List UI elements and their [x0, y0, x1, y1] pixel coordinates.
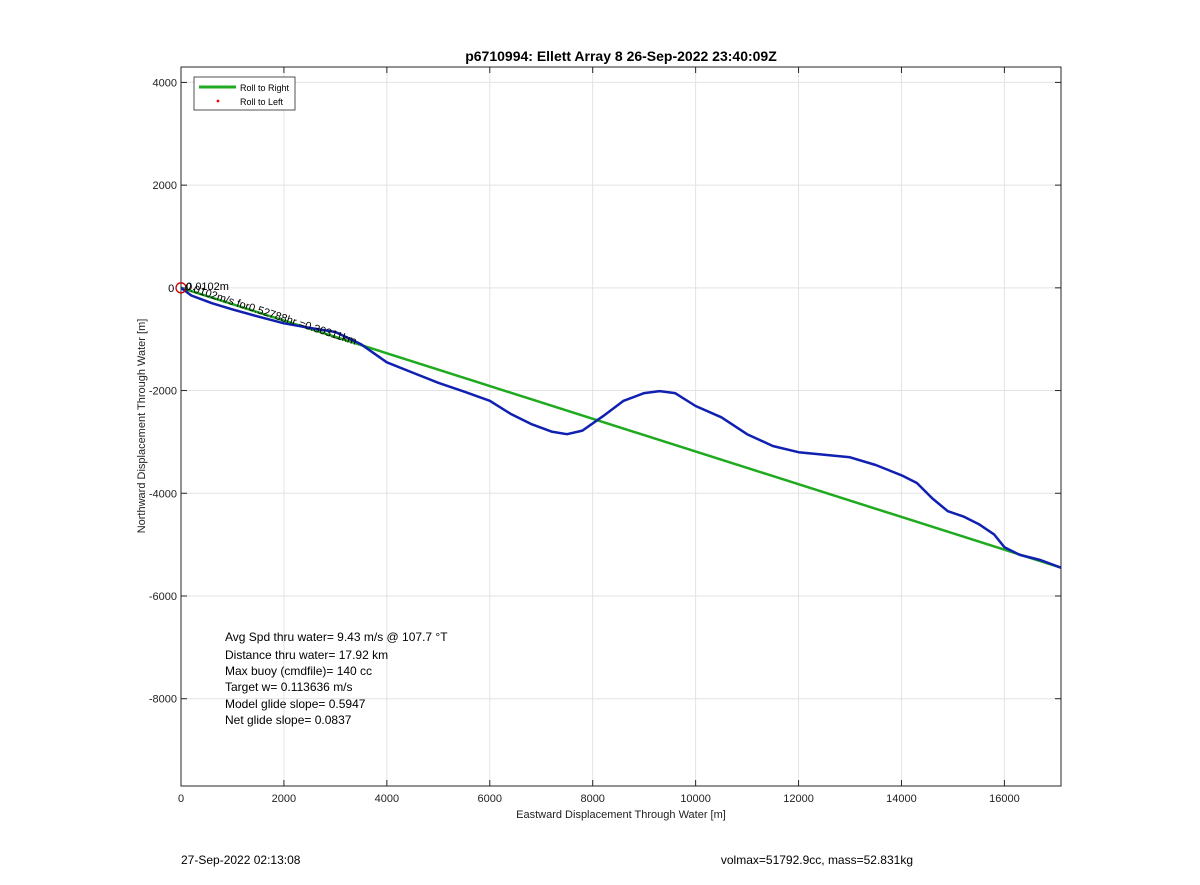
annotation-layer: 0.0102m/s for0.52788hr =0.30311km0.0102m…: [168, 281, 358, 348]
stat-net-glide: Net glide slope= 0.0837: [225, 713, 352, 727]
y-tick-label: -2000: [149, 386, 177, 398]
footer-volmax-mass: volmax=51792.9cc, mass=52.831kg: [721, 853, 913, 867]
y-tick-label: -8000: [149, 694, 177, 706]
footer-timestamp: 27-Sep-2022 02:13:08: [181, 853, 301, 867]
grid: [180, 67, 1061, 786]
legend-box: [193, 76, 296, 111]
stat-model-glide: Model glide slope= 0.5947: [225, 697, 366, 711]
x-tick-label: 8000: [580, 793, 604, 805]
y-tick-label: -6000: [149, 591, 177, 603]
series-line-track: [181, 286, 1061, 569]
start-marker: [175, 282, 187, 294]
x-tick-label: 12000: [783, 793, 814, 805]
series-line-roll-to-right: [181, 286, 1061, 569]
x-tick-label: 10000: [680, 793, 711, 805]
series-layer: [181, 286, 1061, 569]
annotation-label: 0.0102m: [186, 281, 229, 293]
x-axis-label: Eastward Displacement Through Water [m]: [516, 809, 726, 821]
stat-max-buoy: Max buoy (cmdfile)= 140 cc: [225, 664, 372, 678]
y-tick-labels: 4000 2000 -2000 -4000 -6000 -8000: [149, 77, 177, 705]
legend-label-roll-right: Roll to Right: [240, 83, 290, 93]
annotation-label: 0: [168, 283, 174, 295]
legend-swatch-roll-left: [216, 99, 220, 103]
legend-label-roll-left: Roll to Left: [240, 97, 284, 107]
axes-box: [180, 66, 1062, 787]
stat-distance: Distance thru water= 17.92 km: [225, 648, 388, 662]
x-tick-label: 0: [178, 793, 184, 805]
stat-target-w: Target w= 0.113636 m/s: [225, 680, 353, 694]
chart-title: p6710994: Ellett Array 8 26-Sep-2022 23:…: [465, 48, 777, 64]
stat-avg-speed: Avg Spd thru water= 9.43 m/s @ 107.7 °T: [225, 630, 448, 644]
legend: Roll to Right Roll to Left: [193, 76, 296, 111]
y-tick-label: -4000: [149, 488, 177, 500]
x-tick-label: 4000: [375, 793, 399, 805]
y-tick-label: 2000: [153, 180, 177, 192]
stats-block: Avg Spd thru water= 9.43 m/s @ 107.7 °T …: [225, 630, 448, 727]
x-tick-label: 2000: [272, 793, 296, 805]
y-axis-label: Northward Displacement Through Water [m]: [136, 319, 148, 534]
x-tick-label: 6000: [478, 793, 502, 805]
ticks: [180, 67, 1061, 786]
x-tick-label: 14000: [886, 793, 917, 805]
y-tick-label: 4000: [153, 77, 177, 89]
x-tick-labels: 0 2000 4000 6000 8000 10000 12000 14000 16000: [178, 793, 1020, 805]
x-tick-label: 16000: [989, 793, 1020, 805]
